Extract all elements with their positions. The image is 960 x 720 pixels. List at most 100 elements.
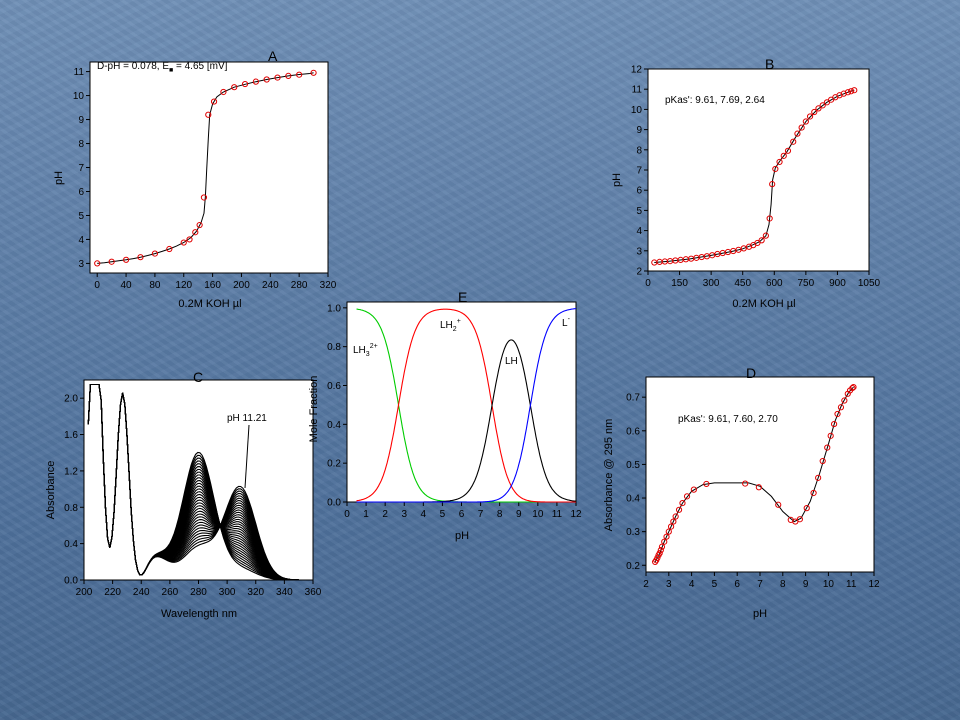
panel-b-data-point [848, 88, 855, 95]
panel-a-data-point [137, 254, 144, 261]
panel-d-data-point [656, 550, 663, 557]
panel-b-xlabel: 0.2M KOH µl [732, 298, 795, 310]
panel-a-data-point [94, 260, 101, 267]
panel-c-xtick-label: 340 [276, 587, 293, 598]
panel-e-xtick-label: 11 [552, 509, 563, 520]
panel-e-xtick-label: 2 [382, 509, 388, 520]
panel-d-data-point [775, 501, 782, 508]
panel-e-ytick-label: 0.8 [327, 342, 341, 353]
panel-d-data-point [824, 444, 831, 451]
panel-a-data-point [122, 256, 130, 263]
panel-a-ytick-label: 8 [78, 139, 84, 150]
panel-c-annotation-pointer [244, 424, 250, 489]
series-label-lh2: LH2+ [440, 318, 461, 333]
panel-a-xtick-label: 240 [262, 280, 279, 291]
panel-b-ytick-label: 5 [636, 206, 642, 217]
panel-b-ytick-label: 8 [636, 145, 642, 156]
panel-a-ytick-label: 4 [78, 235, 84, 246]
panel-b-data-point [740, 245, 747, 252]
panel-a-ytick-label: 10 [73, 91, 85, 102]
panel-d-data-point [683, 493, 691, 500]
panel-d-ytick-label: 0.5 [626, 460, 640, 471]
panel-a-data-point [296, 71, 303, 78]
panel-b-ytick-label: 4 [636, 226, 642, 237]
panel-a-xtick-label: 120 [175, 280, 192, 291]
panel-e-xtick-label: 4 [421, 509, 427, 520]
panel-d-data-point [831, 420, 838, 428]
panel-e-speciation-chart: 0 1 2 3 4 5 6 7 8 9 10 11 120.00.20.40.60.81.0 E pH … [308, 289, 582, 542]
panel-a-data-point [192, 229, 199, 236]
panel-e-xtick-label: 6 [459, 509, 465, 520]
panel-b-data-point [758, 237, 765, 244]
panel-d-data-point [837, 404, 845, 411]
panel-c-xtick-label: 320 [247, 587, 264, 598]
panel-e-plot-area [346, 301, 577, 503]
panel-b-xtick-label: 0 [645, 278, 651, 289]
panel-d-data-point [690, 486, 697, 493]
panel-b-data-point [762, 232, 769, 239]
panel-a-ytick-label: 5 [78, 211, 84, 222]
panel-b-ytick-label: 2 [636, 267, 642, 278]
panel-a-xlabel: 0.2M KOH µl [178, 298, 241, 310]
panel-b-data-point [851, 87, 858, 94]
panel-b-data-point [772, 165, 779, 173]
panel-b-data-point [844, 89, 852, 96]
panel-d-data-point [810, 489, 817, 497]
panel-c-xtick-label: 280 [190, 587, 207, 598]
panel-a-ytick-label: 7 [78, 163, 84, 174]
panel-c-ytick-label: 1.2 [64, 466, 78, 477]
panel-b-xtick-label: 150 [671, 278, 688, 289]
panel-e-xtick-label: 9 [516, 509, 522, 520]
panel-a-data-point [231, 84, 238, 91]
panel-a-data-point [210, 98, 218, 105]
panel-e-ytick-label: 0.0 [327, 498, 341, 509]
panel-b-ytick-label: 10 [631, 105, 643, 116]
series-label-lh3-sub: 3 [366, 351, 370, 358]
panel-b-data-point [815, 105, 822, 112]
panel-a-data-point [220, 88, 227, 96]
panel-d-xtick-label: 8 [780, 579, 786, 590]
panel-a-annotation: D-pH = 0.078, E■ = 4.65 [mV] [97, 61, 228, 74]
panel-a-ytick-label: 3 [78, 259, 84, 270]
panel-a-ytick-label: 6 [78, 187, 84, 198]
panel-a-data-point [196, 221, 203, 229]
panel-b-data-point [784, 147, 792, 154]
panel-b-data-point [811, 108, 818, 116]
series-label-lh2-sup: + [457, 318, 461, 325]
panel-b-data-point [794, 130, 801, 137]
panel-a-data-point [252, 78, 259, 85]
panel-d-ytick-label: 0.3 [626, 527, 640, 538]
panel-d-data-point [850, 383, 857, 391]
panel-b-ytick-label: 9 [636, 125, 642, 136]
panel-a-xtick-label: 280 [291, 280, 308, 291]
panel-d-data-point [661, 538, 668, 545]
series-label-lh-main: LH [505, 356, 518, 367]
panel-c-ytick-label: 0.8 [64, 503, 78, 514]
panel-c-xtick-label: 300 [219, 587, 236, 598]
panel-d-data-point [803, 505, 810, 512]
panel-d-data-point [742, 480, 749, 487]
panel-d-data-point [815, 474, 822, 481]
panel-d-data-point [670, 518, 677, 525]
panel-e-curve-l [356, 308, 577, 503]
panel-d-data-point [819, 457, 826, 465]
panel-b-ytick-label: 12 [631, 65, 643, 76]
panel-c-xtick-label: 200 [76, 587, 93, 598]
panel-b-xtick-label: 900 [829, 278, 846, 289]
panel-d-xtick-label: 3 [666, 579, 672, 590]
panel-d-data-point [675, 506, 683, 513]
panel-d-ytick-label: 0.4 [626, 494, 640, 505]
panel-a-letter: A [268, 48, 278, 64]
panel-e-xtick-label: 10 [532, 509, 544, 520]
panel-a-data-point [285, 72, 292, 80]
panel-b-plot-area [647, 68, 870, 272]
panel-e-xtick-label: 7 [478, 509, 484, 520]
panel-a-data-point [241, 80, 249, 88]
panel-a-annotation-subscript: ■ [169, 67, 173, 74]
panel-c-letter: C [193, 369, 203, 385]
panel-e-ytick-label: 1.0 [327, 303, 341, 314]
panel-d-data-point [841, 397, 848, 404]
panel-d-xtick-label: 5 [712, 579, 718, 590]
panel-a-data-point [166, 245, 173, 253]
